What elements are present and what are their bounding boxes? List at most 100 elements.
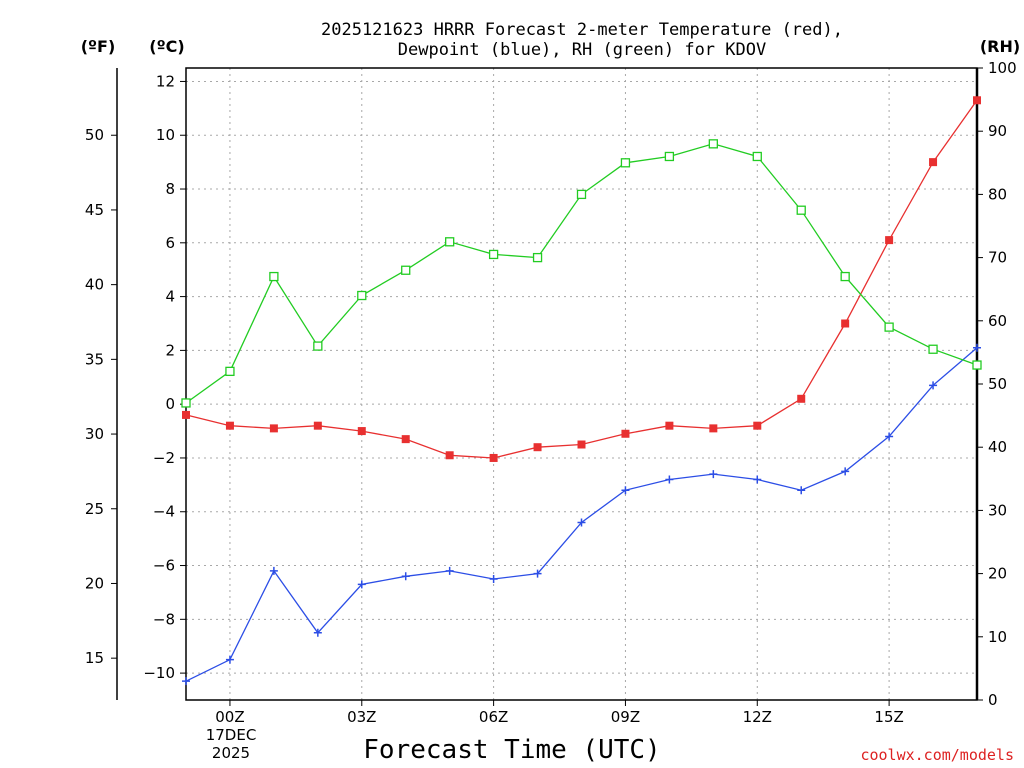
temperature-point (709, 424, 718, 433)
celsius-tick-label: 4 (165, 288, 175, 306)
dewpoint-point (841, 467, 850, 476)
dewpoint-series (182, 343, 981, 686)
relative-humidity-point (664, 151, 675, 162)
relative-humidity-point (181, 398, 191, 408)
grid-lines (186, 68, 977, 700)
x-date-year: 2025 (212, 744, 250, 762)
dewpoint-point (709, 470, 718, 479)
fahrenheit-tick-label: 15 (85, 649, 104, 667)
temperature-point (973, 96, 981, 105)
relative-humidity-point (445, 237, 455, 247)
chart-title-line2: Dewpoint (blue), RH (green) for KDOV (398, 40, 766, 60)
celsius-tick-label: 2 (165, 341, 175, 359)
temperature-point (182, 410, 190, 419)
temperature-point (929, 158, 938, 167)
dewpoint-point (445, 566, 454, 575)
celsius-tick-label: −6 (153, 557, 175, 575)
temperature-point (797, 394, 806, 403)
rh-tick-label: 70 (988, 249, 1007, 267)
dewpoint-point (929, 381, 938, 390)
celsius-tick-label: 10 (156, 126, 175, 144)
x-axis-title: Forecast Time (UTC) (363, 735, 660, 765)
fahrenheit-tick-label: 30 (85, 425, 104, 443)
temperature-point (621, 429, 630, 438)
temperature-point (841, 319, 850, 328)
dewpoint-point (182, 677, 190, 686)
rh-unit-label: (RH) (980, 37, 1020, 56)
dewpoint-point (225, 655, 234, 664)
relative-humidity-point (532, 252, 543, 263)
fahrenheit-tick-label: 45 (85, 201, 104, 219)
relative-humidity-point (225, 366, 235, 377)
dewpoint-point (357, 580, 366, 589)
x-tick-label: 15Z (874, 708, 903, 726)
celsius-tick-label: 6 (165, 234, 175, 252)
celsius-unit-label: (ºC) (149, 37, 184, 56)
relative-humidity-point (884, 322, 894, 332)
x-date-day: 17DEC (206, 726, 257, 744)
relative-humidity-point (796, 205, 806, 215)
dewpoint-point (489, 574, 498, 583)
relative-humidity-point (488, 249, 499, 260)
rh-tick-label: 80 (988, 185, 1007, 203)
dewpoint-point (665, 475, 674, 484)
fahrenheit-unit-label: (ºF) (81, 37, 116, 56)
temperature-point (269, 424, 278, 433)
dewpoint-point (621, 486, 630, 495)
fahrenheit-tick-label: 35 (85, 350, 104, 368)
fahrenheit-tick-label: 40 (85, 276, 104, 294)
temperature-point (577, 440, 586, 449)
relative-humidity-point (269, 271, 279, 282)
celsius-tick-label: 0 (165, 395, 175, 413)
rh-tick-label: 20 (988, 565, 1007, 583)
rh-tick-label: 10 (988, 628, 1007, 646)
temperature-point (489, 453, 498, 462)
dewpoint-line (185, 347, 978, 682)
rh-tick-label: 60 (988, 312, 1007, 330)
temperature-point (225, 421, 234, 430)
relative-humidity-point (972, 360, 982, 370)
temperature-point (401, 435, 410, 444)
dewpoint-point (753, 475, 762, 484)
rh-tick-label: 0 (988, 691, 998, 709)
dewpoint-point (577, 518, 586, 527)
x-tick-label: 00Z (215, 708, 244, 726)
x-tick-label: 09Z (611, 708, 640, 726)
rh-tick-label: 90 (988, 122, 1007, 140)
relative-humidity-point (401, 265, 411, 275)
x-tick-label: 06Z (479, 708, 508, 726)
x-tick-label: 12Z (743, 708, 772, 726)
rh-tick-label: 40 (988, 438, 1007, 456)
axis-ticks: 121086420−2−4−6−8−1050454035302520151009… (85, 59, 1017, 726)
celsius-tick-label: 8 (165, 180, 175, 198)
fahrenheit-tick-label: 25 (85, 500, 104, 518)
temperature-point (445, 451, 454, 460)
chart-title-line1: 2025121623 HRRR Forecast 2-meter Tempera… (321, 20, 843, 40)
rh-tick-label: 100 (988, 59, 1017, 77)
temperature-point (753, 421, 762, 430)
relative-humidity-point (357, 290, 367, 301)
x-tick-label: 03Z (347, 708, 376, 726)
credit-text: coolwx.com/models (860, 746, 1014, 764)
celsius-tick-label: −8 (153, 610, 175, 628)
dewpoint-point (797, 486, 806, 495)
relative-humidity-point (752, 151, 762, 162)
temperature-point (665, 421, 674, 430)
relative-humidity-point (576, 189, 587, 200)
temperature-point (313, 421, 322, 430)
fahrenheit-tick-label: 50 (85, 126, 104, 144)
rh-tick-label: 50 (988, 375, 1007, 393)
dewpoint-point (313, 628, 322, 637)
temperature-point (357, 427, 366, 436)
relative-humidity-point (708, 139, 718, 149)
relative-humidity-point (928, 344, 938, 354)
temperature-series (182, 96, 981, 462)
temperature-point (533, 443, 542, 452)
celsius-tick-label: −10 (143, 664, 175, 682)
relative-humidity-point (313, 341, 323, 351)
relative-humidity-point (620, 158, 631, 168)
dewpoint-point (885, 432, 894, 441)
relative-humidity-line (185, 143, 978, 404)
temperature-point (885, 236, 894, 245)
